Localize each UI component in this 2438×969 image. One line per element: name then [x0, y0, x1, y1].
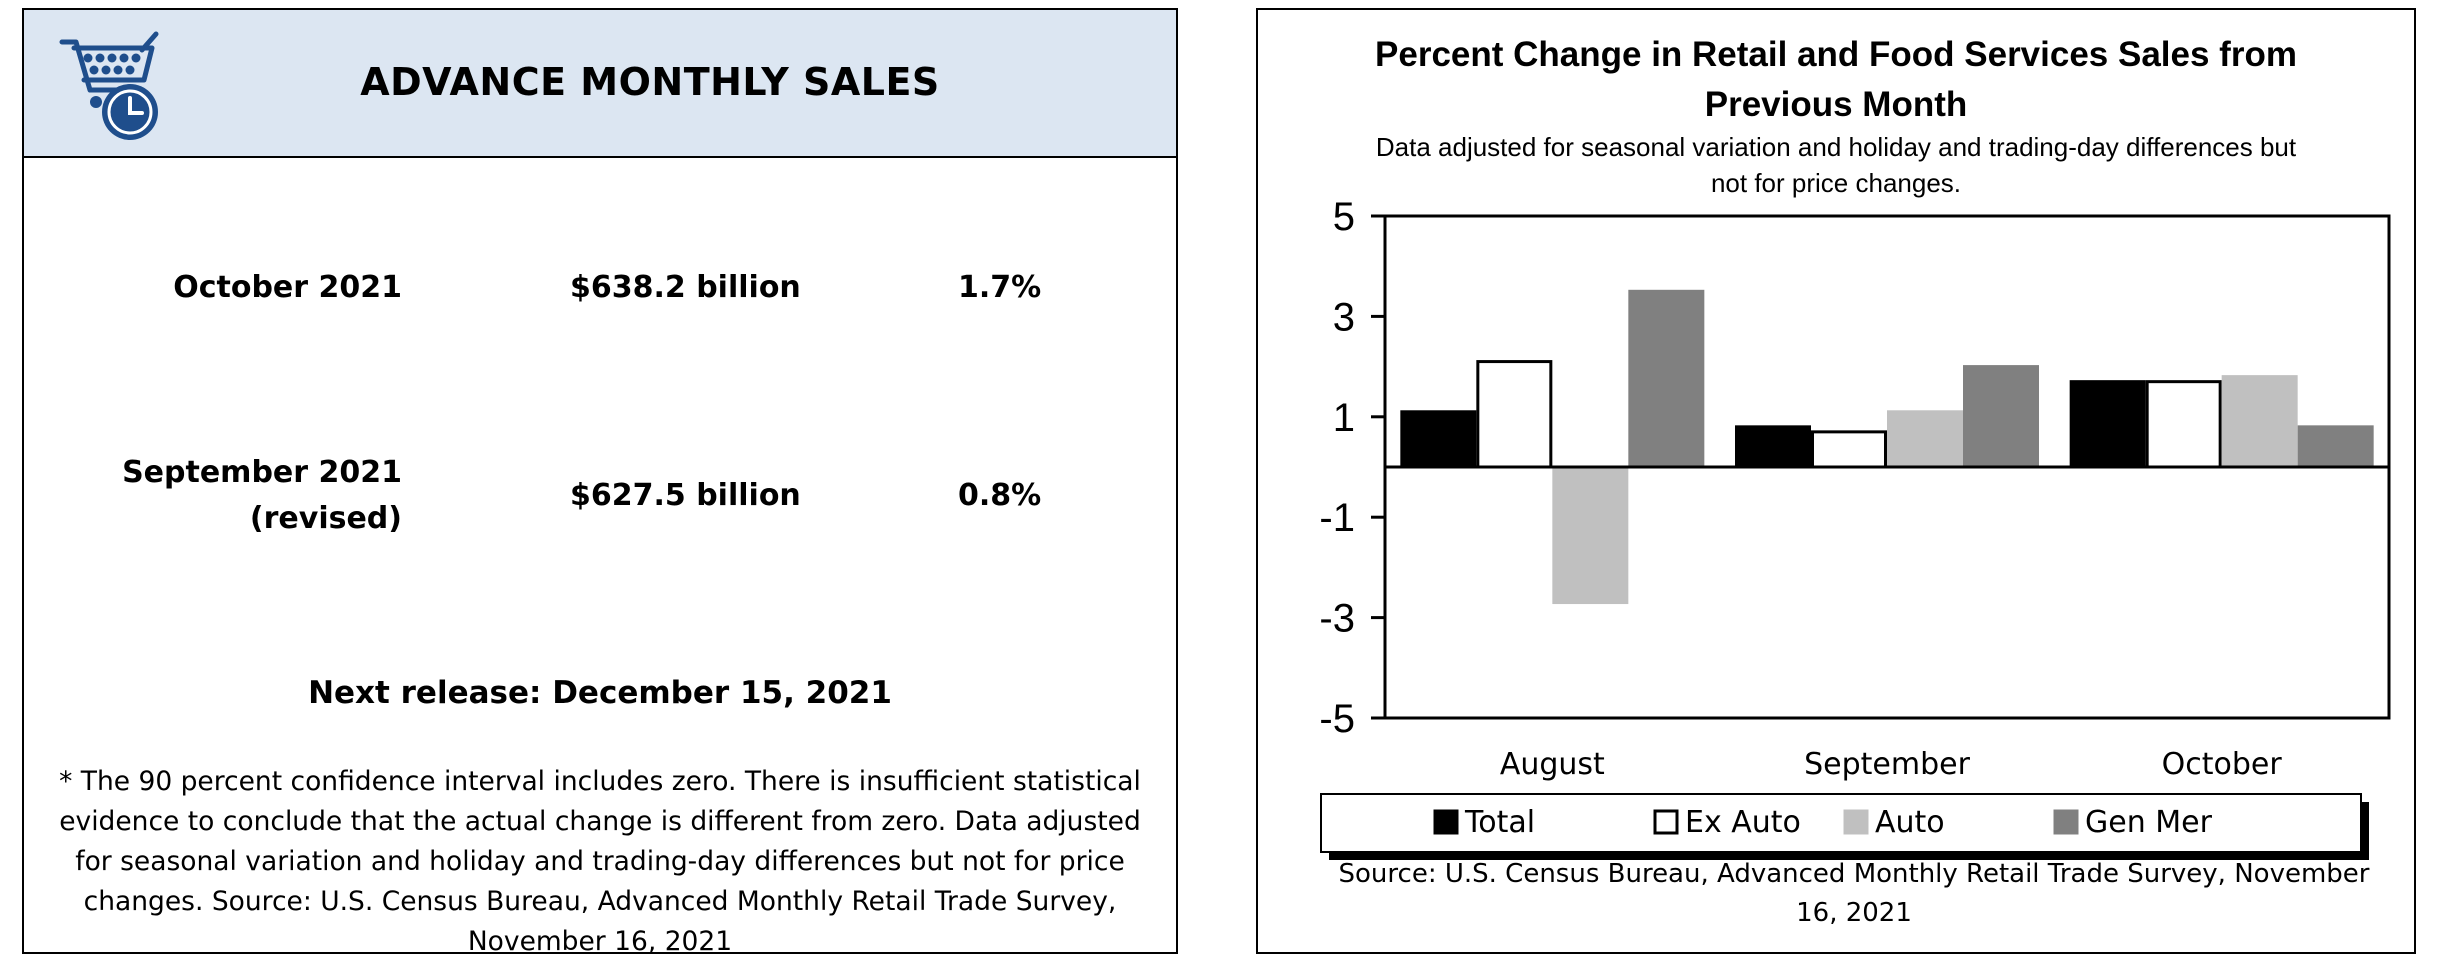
row-percent-value: 0.8%: [958, 478, 1042, 513]
bar-auto: [2221, 375, 2298, 469]
legend-swatch: [1843, 809, 1869, 835]
chart-source-line-2: 16, 2021: [1796, 898, 1912, 928]
chart-source-line-1: Source: U.S. Census Bureau, Advanced Mon…: [1339, 859, 2370, 889]
legend-box: [1320, 793, 2362, 853]
legend-label: Total: [1464, 805, 1535, 840]
row-percent-value: 1.7%: [958, 270, 1042, 305]
bar-total: [1735, 425, 1811, 469]
y-tick-label: 5: [1333, 195, 1355, 239]
chart-subtitle-line-1: Data adjusted for seasonal variation and…: [1376, 132, 2297, 162]
legend-swatch: [1653, 809, 1679, 835]
legend-label: Gen Mer: [2085, 805, 2213, 840]
summary-panel: ADVANCE MONTHLY SALES October 2021 $638.…: [22, 8, 1178, 957]
legend-label: Ex Auto: [1685, 805, 1801, 840]
y-tick-label: -3: [1319, 597, 1355, 641]
summary-header: ADVANCE MONTHLY SALES: [24, 10, 1176, 158]
row-period-label: September 2021: [122, 455, 402, 490]
row-amount-value: $627.5 billion: [570, 478, 801, 513]
y-tick-label: -1: [1319, 496, 1355, 540]
legend-label: Auto: [1875, 805, 1945, 840]
y-tick-label: -5: [1319, 697, 1355, 741]
bar-auto: [1887, 410, 1963, 469]
bar-gen-mer: [1628, 289, 1705, 469]
legend-swatch: [2053, 809, 2079, 835]
plot-area: [1383, 214, 2391, 720]
bar-total: [1400, 410, 1477, 469]
bar-ex-auto: [2145, 380, 2222, 469]
legend: Total Ex Auto Auto Gen Mer: [1320, 793, 2369, 860]
x-axis-categories: August September October: [1500, 747, 2283, 782]
y-tick-label: 1: [1333, 396, 1355, 440]
bar-ex-auto: [1476, 360, 1553, 469]
bar-total: [2069, 380, 2146, 469]
y-axis-ticks: 5 3 1 -1 -3 -5: [1319, 195, 1385, 741]
x-category-label: August: [1500, 747, 1605, 782]
bar-gen-mer: [1963, 365, 2039, 469]
row-amount-value: $638.2 billion: [570, 270, 801, 305]
bar-gen-mer: [2297, 425, 2374, 469]
x-category-label: September: [1804, 747, 1970, 782]
row-period-label: October 2021: [173, 270, 402, 305]
footnote-text: * The 90 percent confidence interval inc…: [59, 766, 1141, 957]
next-release-text: Next release: December 15, 2021: [308, 675, 892, 711]
page-title: ADVANCE MONTHLY SALES: [360, 60, 940, 104]
bar-auto: [1552, 465, 1629, 605]
y-tick-label: 3: [1333, 295, 1355, 339]
chart-title-line-1: Percent Change in Retail and Food Servic…: [1375, 35, 2297, 74]
chart-subtitle-line-2: not for price changes.: [1711, 168, 1961, 198]
row-period-sublabel: (revised): [249, 501, 402, 536]
legend-swatch: [1433, 809, 1459, 835]
x-category-label: October: [2162, 747, 2283, 782]
bar-chart: Percent Change in Retail and Food Servic…: [1319, 35, 2391, 928]
bar-ex-auto: [1811, 430, 1887, 469]
chart-panel: Percent Change in Retail and Food Servic…: [1256, 8, 2416, 954]
chart-title-line-2: Previous Month: [1705, 85, 1968, 124]
shopping-cart-clock-icon: [59, 31, 159, 140]
